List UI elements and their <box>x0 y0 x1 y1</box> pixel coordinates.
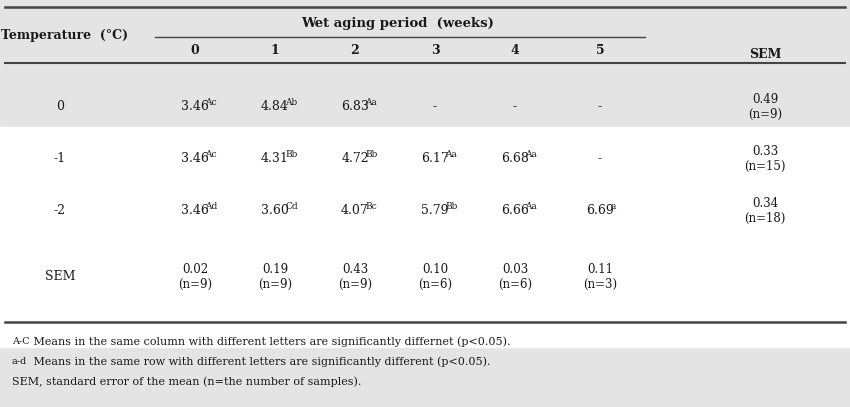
Text: a-d: a-d <box>12 357 27 366</box>
Text: 0: 0 <box>190 44 200 57</box>
Text: 0.33
(n=15): 0.33 (n=15) <box>745 145 785 173</box>
Bar <box>0 127 850 347</box>
Text: A-C: A-C <box>12 337 30 346</box>
Text: 4.72: 4.72 <box>341 153 369 166</box>
Text: 3.60: 3.60 <box>261 204 289 217</box>
Text: 0.34
(n=18): 0.34 (n=18) <box>745 197 785 225</box>
Text: 3.46: 3.46 <box>181 101 209 114</box>
Text: 6.83: 6.83 <box>341 101 369 114</box>
Text: 6.69: 6.69 <box>586 204 614 217</box>
Text: Wet aging period  (weeks): Wet aging period (weeks) <box>301 18 494 31</box>
Text: 4.84: 4.84 <box>261 101 289 114</box>
Text: a: a <box>610 202 615 212</box>
Text: 4: 4 <box>511 44 519 57</box>
Text: 3.46: 3.46 <box>181 204 209 217</box>
Text: SEM: SEM <box>749 48 781 61</box>
Text: 3.46: 3.46 <box>181 153 209 166</box>
Text: 0.11
(n=3): 0.11 (n=3) <box>583 263 617 291</box>
Text: 0.19
(n=9): 0.19 (n=9) <box>258 263 292 291</box>
Text: 0.49
(n=9): 0.49 (n=9) <box>748 93 782 121</box>
Text: 2: 2 <box>350 44 360 57</box>
Text: Bc: Bc <box>366 202 377 212</box>
Text: Aa: Aa <box>366 98 377 107</box>
Text: -1: -1 <box>54 153 66 166</box>
Text: Means in the same column with different letters are significantly differnet (p<0: Means in the same column with different … <box>30 337 511 347</box>
Text: Aa: Aa <box>525 202 537 212</box>
Text: 0: 0 <box>56 101 64 114</box>
Text: -: - <box>513 101 517 114</box>
Text: Ac: Ac <box>206 98 217 107</box>
Text: Bb: Bb <box>445 202 458 212</box>
Text: Ab: Ab <box>286 98 298 107</box>
Text: 6.17: 6.17 <box>421 153 449 166</box>
Text: Temperature  (°C): Temperature (°C) <box>2 28 128 42</box>
Text: 4.31: 4.31 <box>261 153 289 166</box>
Text: 0.43
(n=9): 0.43 (n=9) <box>338 263 372 291</box>
Text: Bb: Bb <box>366 151 377 160</box>
Text: 0.10
(n=6): 0.10 (n=6) <box>418 263 452 291</box>
Text: 0.03
(n=6): 0.03 (n=6) <box>498 263 532 291</box>
Text: -: - <box>433 101 437 114</box>
Text: 6.68: 6.68 <box>501 153 529 166</box>
Text: Aa: Aa <box>445 151 457 160</box>
Text: 6.66: 6.66 <box>501 204 529 217</box>
Text: -: - <box>598 101 602 114</box>
Text: 5: 5 <box>596 44 604 57</box>
Text: 4.07: 4.07 <box>341 204 369 217</box>
Text: Aa: Aa <box>525 151 537 160</box>
Text: Means in the same row with different letters are significantly different (p<0.05: Means in the same row with different let… <box>30 357 490 367</box>
Text: Ad: Ad <box>206 202 218 212</box>
Text: SEM, standard error of the mean (n=the number of samples).: SEM, standard error of the mean (n=the n… <box>12 377 361 387</box>
Text: Ac: Ac <box>206 151 217 160</box>
Text: Cd: Cd <box>286 202 298 212</box>
Text: 3: 3 <box>431 44 439 57</box>
Text: 1: 1 <box>270 44 280 57</box>
Text: Bb: Bb <box>286 151 298 160</box>
Text: 5.79: 5.79 <box>422 204 449 217</box>
Text: -2: -2 <box>54 204 66 217</box>
Text: SEM: SEM <box>45 271 76 284</box>
Text: 0.02
(n=9): 0.02 (n=9) <box>178 263 212 291</box>
Text: -: - <box>598 153 602 166</box>
